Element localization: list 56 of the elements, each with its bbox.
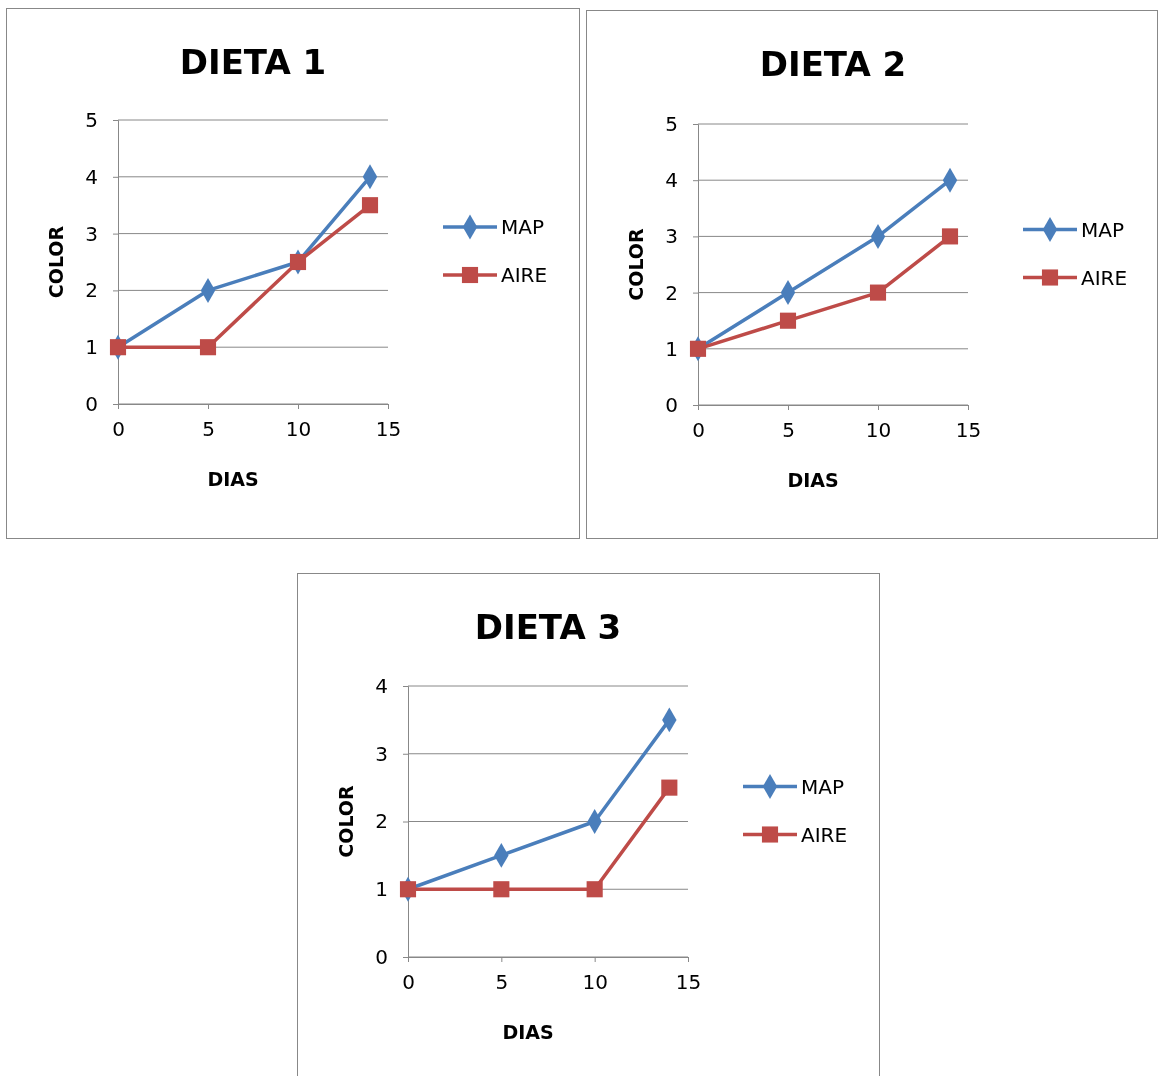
- point: [586, 881, 603, 898]
- point: [361, 197, 379, 214]
- x-tick-label: 10: [285, 417, 312, 441]
- point: [941, 228, 959, 245]
- y-tick-label: 2: [375, 809, 388, 834]
- y-axis-title: COLOR: [335, 784, 357, 858]
- x-tick-label: 5: [202, 417, 215, 441]
- y-tick-label: 0: [375, 944, 388, 969]
- y-tick-label: 1: [665, 336, 678, 361]
- y-tick-label: 2: [85, 278, 98, 303]
- legend-label: MAP: [1081, 217, 1124, 242]
- legend-label: AIRE: [501, 263, 548, 287]
- x-axis-title: DIAS: [787, 469, 839, 491]
- point: [289, 253, 307, 271]
- x-tick-label: 0: [402, 970, 415, 994]
- legend-label: AIRE: [1081, 265, 1128, 290]
- point: [109, 339, 127, 356]
- point: [689, 340, 707, 357]
- y-tick-label: 1: [85, 335, 98, 360]
- y-tick-label: 3: [85, 221, 98, 246]
- y-tick-label: 1: [375, 877, 388, 902]
- chart-title: DIETA 3: [474, 607, 622, 647]
- x-axis-title: DIAS: [207, 468, 259, 490]
- x-tick-label: 15: [675, 970, 702, 994]
- y-tick-label: 4: [665, 168, 678, 193]
- chart-title: DIETA 2: [759, 44, 907, 84]
- y-axis-title: COLOR: [45, 225, 67, 299]
- x-tick-label: 0: [112, 417, 125, 441]
- y-tick-label: 5: [665, 111, 678, 136]
- x-axis-title: DIAS: [502, 1021, 554, 1043]
- legend-label: MAP: [801, 774, 844, 799]
- legend-label: AIRE: [801, 822, 848, 847]
- x-tick-label: 10: [582, 970, 608, 994]
- point: [869, 284, 887, 301]
- y-tick-label: 2: [665, 280, 678, 305]
- y-tick-label: 5: [85, 107, 98, 132]
- legend-label: MAP: [501, 215, 544, 239]
- y-tick-label: 3: [375, 741, 388, 766]
- y-axis-title: COLOR: [625, 227, 647, 301]
- y-tick-label: 3: [665, 224, 678, 249]
- x-tick-label: 10: [865, 418, 892, 442]
- y-tick-label: 4: [85, 164, 98, 189]
- y-tick-label: 0: [85, 391, 98, 416]
- point: [399, 881, 417, 898]
- y-tick-label: 4: [375, 673, 388, 698]
- y-tick-label: 0: [665, 392, 678, 417]
- x-tick-label: 15: [375, 417, 402, 441]
- x-tick-label: 5: [782, 418, 795, 442]
- x-tick-label: 5: [495, 970, 509, 994]
- x-tick-label: 15: [955, 418, 982, 442]
- x-tick-label: 0: [692, 418, 705, 442]
- point: [493, 881, 510, 898]
- point: [779, 312, 797, 329]
- chart-title: DIETA 1: [179, 42, 327, 82]
- point: [661, 779, 678, 796]
- point: [199, 339, 217, 356]
